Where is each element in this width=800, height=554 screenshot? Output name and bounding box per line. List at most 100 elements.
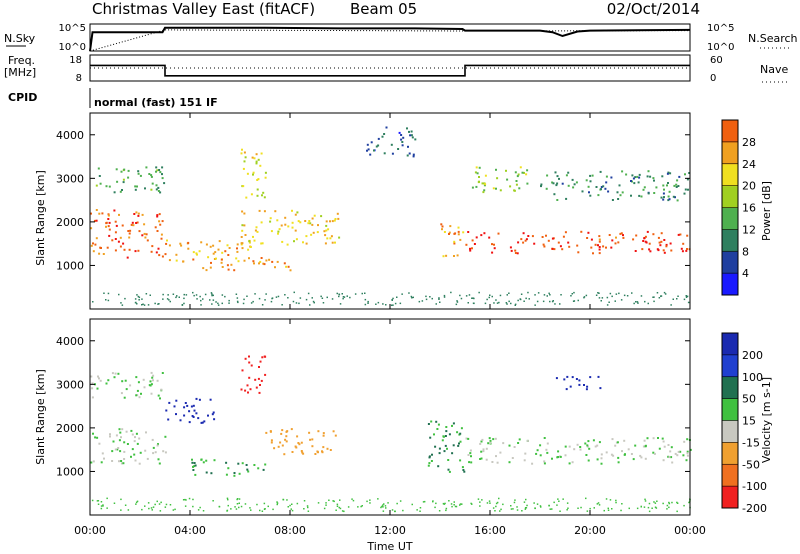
power-colorbar-tick-label: 4 (742, 267, 749, 280)
heat-cell (194, 464, 197, 467)
heat-cell (676, 454, 679, 457)
heat-cell (152, 374, 155, 377)
heat-cell (98, 252, 101, 255)
heat-cell (631, 174, 634, 177)
heat-cell (174, 508, 176, 511)
heat-cell (154, 302, 156, 305)
power-colorbar-label: Power [dB] (760, 181, 773, 241)
heat-cell (663, 445, 666, 448)
heat-cell (113, 376, 116, 379)
x-tick-label: 12:00 (374, 524, 406, 537)
heat-cell (427, 423, 430, 425)
power-colorbar-tick-label: 24 (742, 158, 756, 171)
heat-cell (589, 180, 592, 183)
heat-cell (287, 225, 290, 228)
heat-cell (190, 405, 193, 408)
heat-cell (454, 505, 457, 508)
heat-cell (254, 229, 257, 232)
heat-cell (660, 240, 663, 243)
heat-cell (411, 136, 414, 139)
heat-cell (243, 298, 245, 301)
heat-cell (160, 388, 163, 391)
heat-cell (644, 457, 647, 460)
heat-cell (610, 453, 613, 456)
heat-cell (164, 253, 167, 256)
heat-cell (508, 300, 510, 303)
heat-cell (228, 247, 231, 249)
heat-cell (662, 198, 665, 201)
heat-cell (425, 295, 427, 298)
heat-cell (369, 153, 372, 156)
heat-cell (238, 502, 240, 504)
velocity-ytick-label: 4000 (56, 335, 84, 348)
heat-cell (597, 375, 600, 378)
heat-cell (565, 388, 568, 391)
heat-cell (616, 191, 619, 194)
heat-cell (494, 510, 496, 512)
heat-cell (450, 291, 452, 294)
heat-cell (442, 255, 445, 258)
heat-cell (322, 434, 325, 437)
heat-cell (514, 499, 516, 501)
heat-cell (644, 444, 647, 447)
heat-cell (505, 169, 507, 172)
velocity-colorbar-segment (722, 420, 738, 443)
heat-cell (135, 394, 138, 397)
series-line-freq (90, 64, 690, 77)
heat-cell (194, 473, 197, 476)
heat-cell (98, 377, 100, 380)
heat-cell (438, 297, 440, 299)
heat-cell (352, 499, 355, 502)
x-tick-label: 04:00 (174, 524, 206, 537)
heat-cell (444, 502, 446, 505)
heat-cell (631, 292, 633, 294)
heat-cell (402, 509, 404, 512)
heat-cell (269, 430, 272, 433)
heat-cell (685, 296, 688, 298)
heat-cell (528, 298, 530, 300)
heat-cell (283, 453, 286, 456)
heat-cell (227, 504, 229, 507)
heat-cell (291, 509, 294, 512)
heat-cell (626, 295, 629, 297)
heat-cell (468, 294, 471, 296)
heat-cell (235, 257, 238, 260)
heat-cell (514, 249, 517, 252)
heat-cell (324, 242, 327, 245)
heat-cell (598, 246, 601, 248)
heat-cell (455, 303, 458, 306)
heat-cell (384, 505, 387, 507)
power-ytick-label: 4000 (56, 129, 84, 142)
heat-cell (589, 194, 592, 197)
heat-cell (109, 433, 111, 436)
heat-cell (307, 510, 310, 512)
heat-cell (260, 379, 263, 382)
heat-cell (131, 221, 134, 224)
heat-cell (243, 224, 246, 227)
heat-cell (91, 396, 94, 399)
heat-cell (293, 240, 295, 243)
heat-cell (589, 174, 592, 177)
heat-cell (107, 292, 110, 295)
heat-cell (202, 298, 204, 300)
heat-cell (663, 291, 666, 294)
heat-cell (557, 450, 560, 453)
heat-cell (137, 172, 140, 175)
heat-cell (238, 506, 240, 509)
heat-cell (106, 497, 108, 500)
heat-cell (643, 439, 646, 442)
heat-cell (578, 379, 581, 382)
heat-cell (686, 234, 689, 237)
heat-cell (320, 295, 322, 298)
heat-cell (142, 303, 144, 305)
heat-cell (236, 250, 239, 253)
heat-cell (662, 192, 665, 195)
heat-cell (193, 462, 196, 464)
heat-cell (311, 217, 314, 220)
heat-cell (136, 442, 139, 445)
heat-cell (331, 298, 334, 300)
heat-cell (598, 297, 601, 299)
heat-cell (108, 185, 111, 188)
heat-cell (454, 232, 457, 235)
